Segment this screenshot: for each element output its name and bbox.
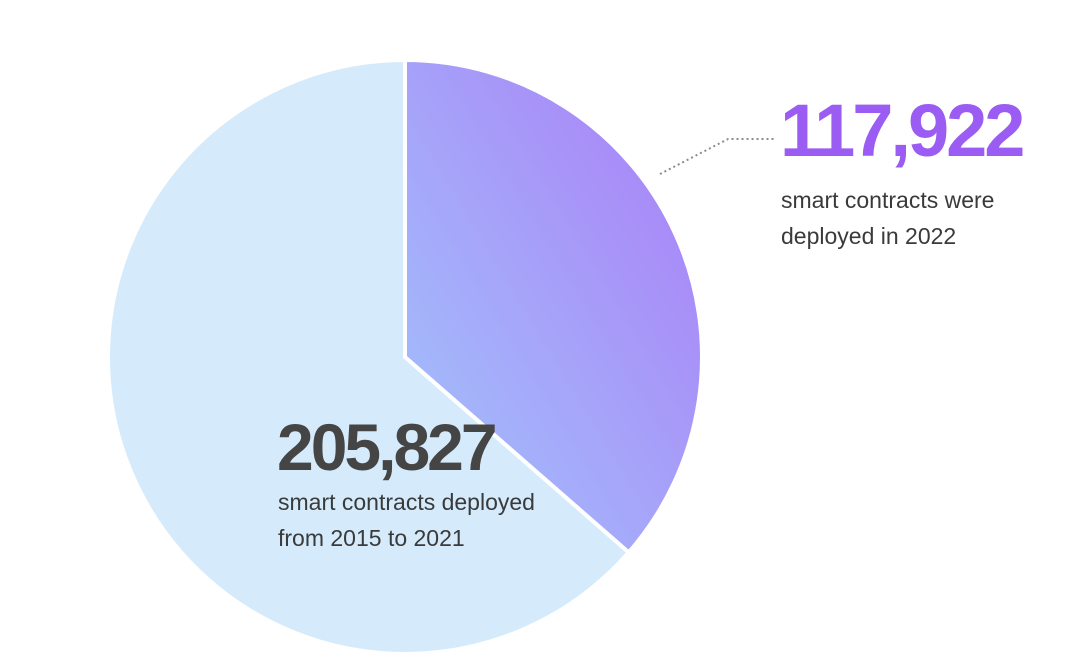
slice-2015-2021-caption-line-1: smart contracts deployed (278, 489, 535, 515)
pie-slice-2015-2021 (106, 58, 631, 656)
slice-2015-2021-value: 205,827 (277, 410, 498, 484)
slice-2022-value: 117,922 (780, 89, 1025, 172)
pie-slice-2022 (403, 58, 704, 555)
slice-2015-2021-caption-line-2: from 2015 to 2021 (278, 525, 465, 551)
slice-2022-caption-line-1: smart contracts were (781, 187, 995, 213)
slice-2022-caption-line-2: deployed in 2022 (781, 223, 957, 249)
pie-slices (106, 58, 704, 656)
slice-2015-2021-caption: smart contracts deployed from 2015 to 20… (278, 484, 535, 556)
leader-line (659, 138, 775, 175)
slice-2022-caption: smart contracts were deployed in 2022 (781, 182, 994, 254)
